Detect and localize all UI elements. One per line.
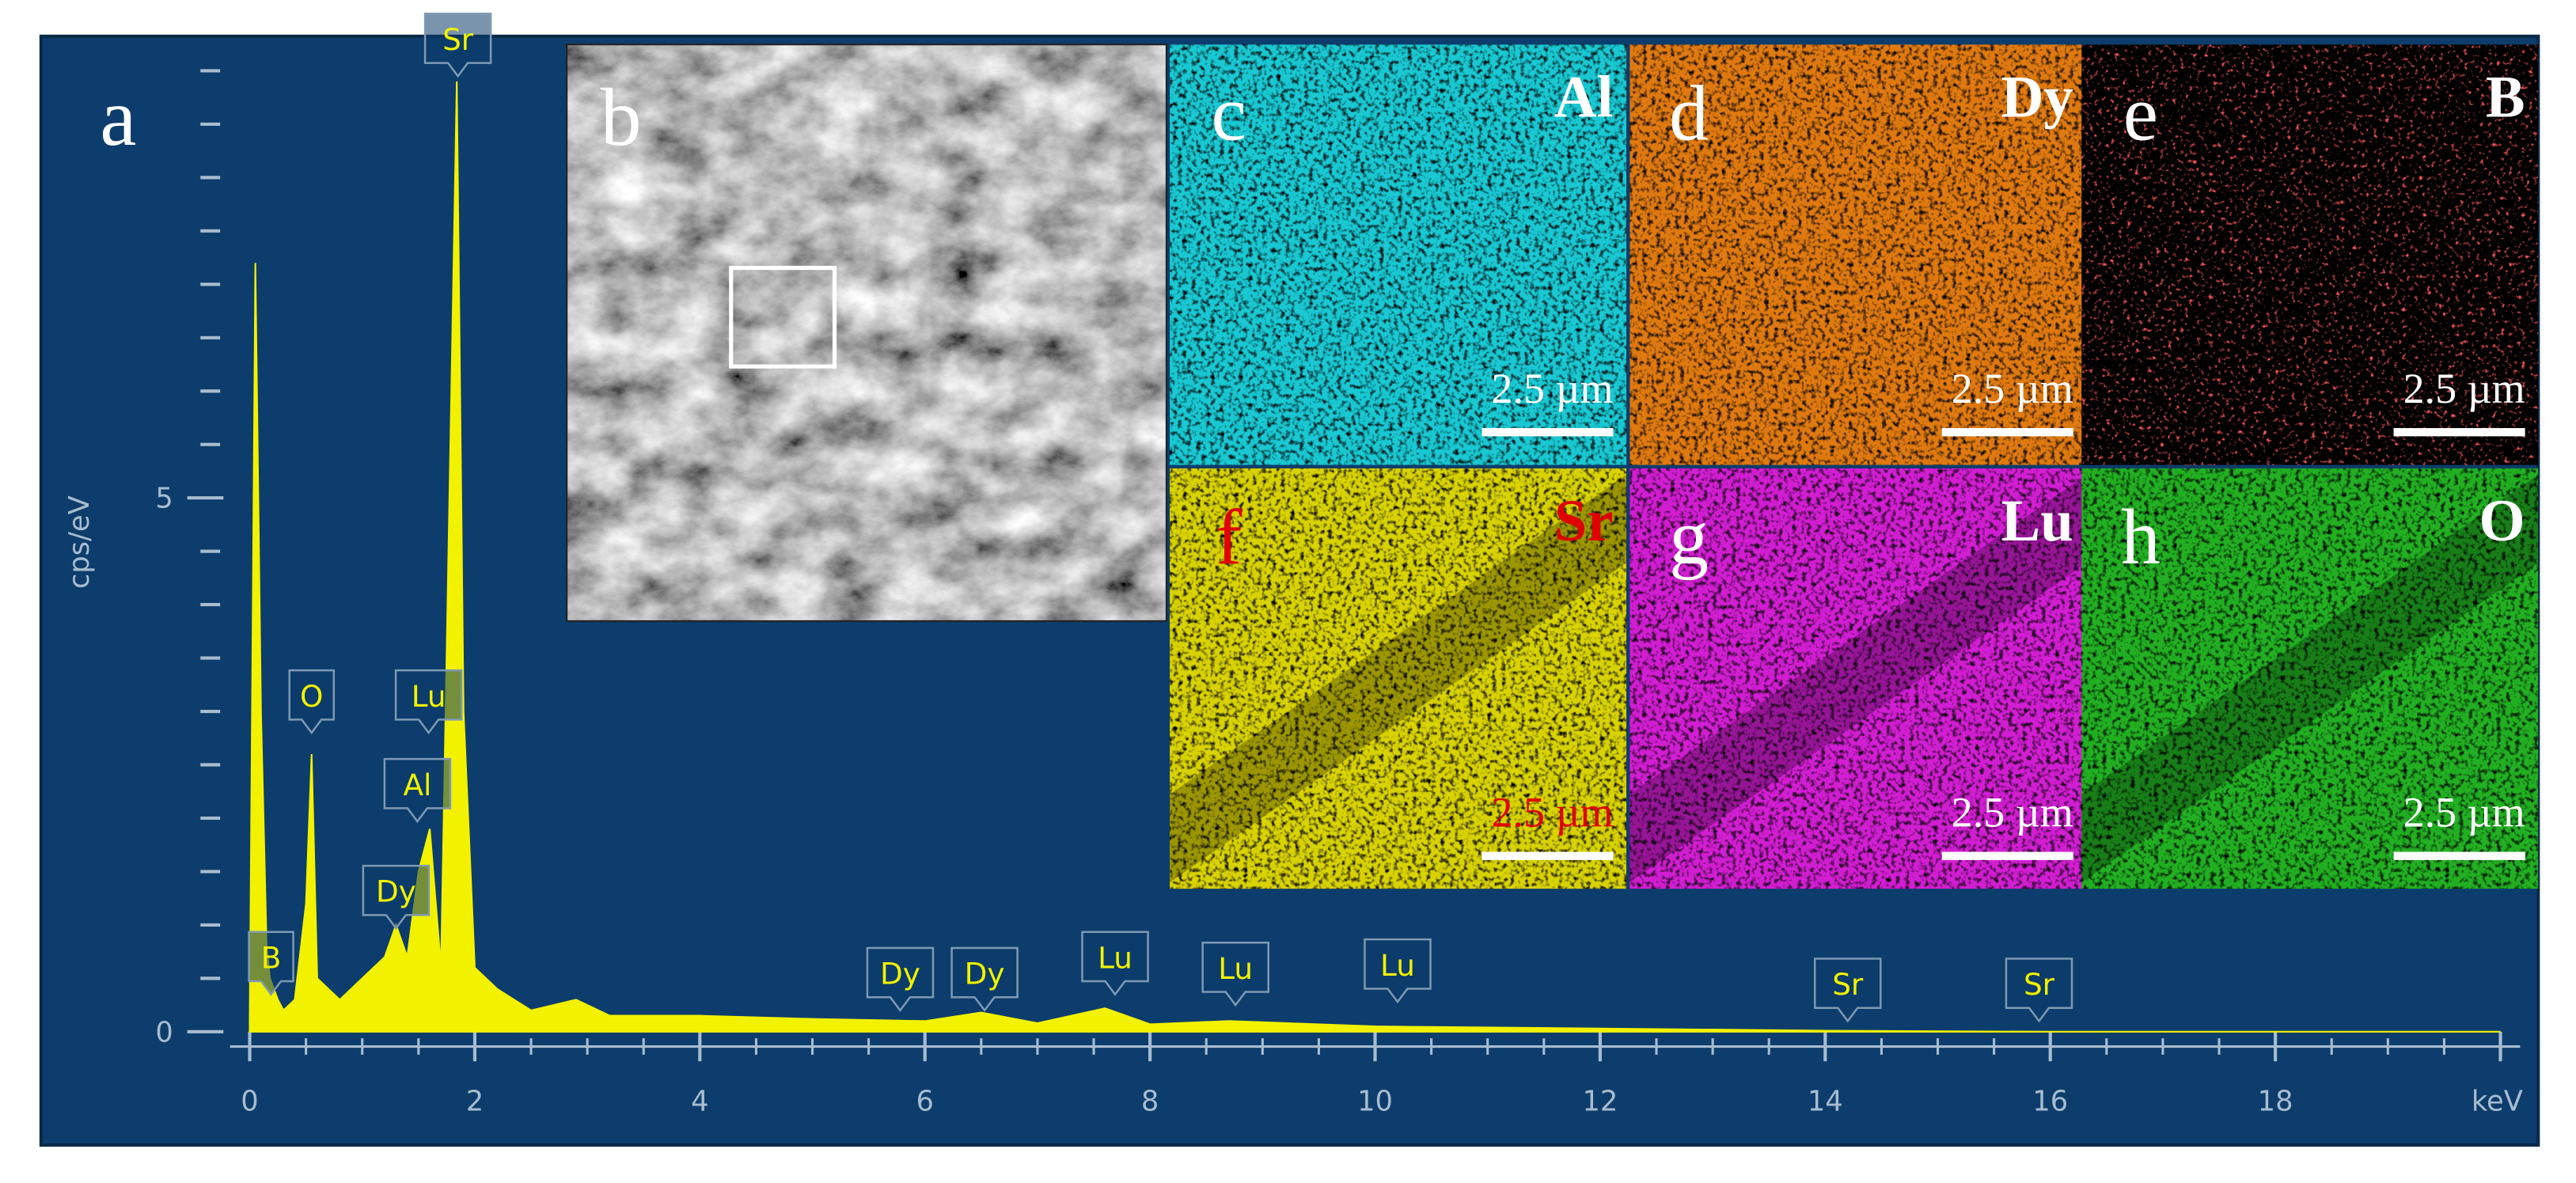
annotation-label: Lu xyxy=(1218,951,1253,986)
x-tick-label: 8 xyxy=(1141,1085,1159,1117)
annotation-label: B xyxy=(261,940,282,975)
element-map: e B 2.5 µm xyxy=(2081,44,2539,465)
panel-label: g xyxy=(1669,493,1709,581)
panel-label: h xyxy=(2121,493,2161,581)
map-noise xyxy=(2081,468,2539,889)
map-noise xyxy=(2081,44,2539,465)
map-content xyxy=(2081,468,2539,889)
annotation-box xyxy=(950,946,1019,1012)
x-tick-label: 6 xyxy=(916,1085,934,1117)
scale-label: 2.5 µm xyxy=(1491,788,1613,836)
scale-label: 2.5 µm xyxy=(2403,365,2525,412)
map-noise xyxy=(1629,468,2087,889)
element-map: f Sr 2.5 µm xyxy=(1170,468,1627,889)
annotation-label: Lu xyxy=(1380,948,1415,983)
element-label: O xyxy=(2479,488,2525,554)
plot-area: 0 2 4 6 8 10 12 14 16 18 keV 0 5 cps/eV B O Dy Al Lu Sr Dy Dy… xyxy=(63,13,2523,1117)
x-tick-label: 12 xyxy=(1582,1085,1618,1117)
element-label: B xyxy=(2486,65,2525,131)
y-tick-label: 0 xyxy=(155,1016,173,1048)
element-map: h O 2.5 µm xyxy=(2081,468,2539,889)
map-noise xyxy=(1629,44,2087,465)
x-tick-label: 2 xyxy=(466,1085,484,1117)
x-tick-label: 16 xyxy=(2032,1085,2068,1117)
spectrum-area xyxy=(248,81,2501,1033)
annotation-box xyxy=(1201,941,1269,1007)
element-label: Dy xyxy=(2001,65,2073,131)
panel-label: c xyxy=(1212,70,1246,157)
annotation-box xyxy=(866,946,935,1012)
panel-label: b xyxy=(601,73,642,163)
panel-label: a xyxy=(100,73,136,163)
scale-label: 2.5 µm xyxy=(1952,788,2073,836)
panel-label: d xyxy=(1669,70,1709,157)
x-tick-label: 14 xyxy=(1808,1085,1843,1117)
annotation-label: O xyxy=(300,679,323,714)
x-tick-label: 18 xyxy=(2258,1085,2293,1117)
map-content xyxy=(1629,468,2087,889)
annotation-box xyxy=(383,757,452,824)
annotation-box xyxy=(423,13,492,78)
element-label: Lu xyxy=(2001,488,2073,554)
annotation-label: Dy xyxy=(376,874,416,909)
y-axis-label: cps/eV xyxy=(63,495,96,589)
x-tick-label: 4 xyxy=(691,1085,708,1117)
annotation-box xyxy=(1364,938,1432,1004)
annotation-label: Lu xyxy=(1098,940,1132,975)
sem-frame xyxy=(566,44,1167,622)
element-map: g Lu 2.5 µm xyxy=(1629,468,2087,889)
map-content xyxy=(1629,44,2087,465)
element-label: Al xyxy=(1554,65,1614,131)
x-tick-label: 10 xyxy=(1357,1085,1393,1117)
annotation-label: Sr xyxy=(1832,967,1864,1002)
map-content xyxy=(1170,44,1627,465)
insets: b c Al 2.5 µm d Dy 2.5 µm e B 2.5 µm f Sr 2.5 µm g Lu 2… xyxy=(566,44,2539,889)
element-map: d Dy 2.5 µm xyxy=(1629,44,2087,465)
annotation-box xyxy=(1081,931,1149,996)
scale-label: 2.5 µm xyxy=(1952,365,2073,412)
sem-image xyxy=(567,44,1167,621)
annotation-box xyxy=(248,931,294,996)
y-tick-label: 5 xyxy=(155,483,173,515)
annotation-label: Dy xyxy=(965,957,1005,992)
annotation-label: Sr xyxy=(442,22,474,57)
annotation-label: Al xyxy=(403,768,431,802)
panel-label: f xyxy=(1216,493,1242,581)
annotation-box xyxy=(362,864,431,931)
element-map: c Al 2.5 µm xyxy=(1170,44,1627,465)
x-tick-label: 0 xyxy=(241,1085,258,1117)
region-box xyxy=(729,265,837,369)
map-noise xyxy=(1170,468,1627,889)
depletion-band xyxy=(2081,468,2539,889)
map-content xyxy=(1170,468,1627,889)
annotation-box xyxy=(1813,957,1882,1023)
x-axis-label: keV xyxy=(2472,1085,2523,1117)
element-label: Sr xyxy=(1554,488,1614,554)
annotation-box xyxy=(288,669,336,735)
annotation-box xyxy=(394,669,463,735)
scale-label: 2.5 µm xyxy=(1491,365,1613,412)
depletion-band xyxy=(1170,468,1627,889)
annotation-label: Sr xyxy=(2024,967,2055,1002)
scale-label: 2.5 µm xyxy=(2403,788,2525,836)
map-noise xyxy=(1170,44,1627,465)
annotation-label: Lu xyxy=(412,679,446,714)
depletion-band xyxy=(1629,468,2087,889)
panel-label: e xyxy=(2123,70,2158,157)
map-content xyxy=(2081,44,2539,465)
annotation-label: Dy xyxy=(880,957,920,992)
annotation-box xyxy=(2005,957,2073,1023)
